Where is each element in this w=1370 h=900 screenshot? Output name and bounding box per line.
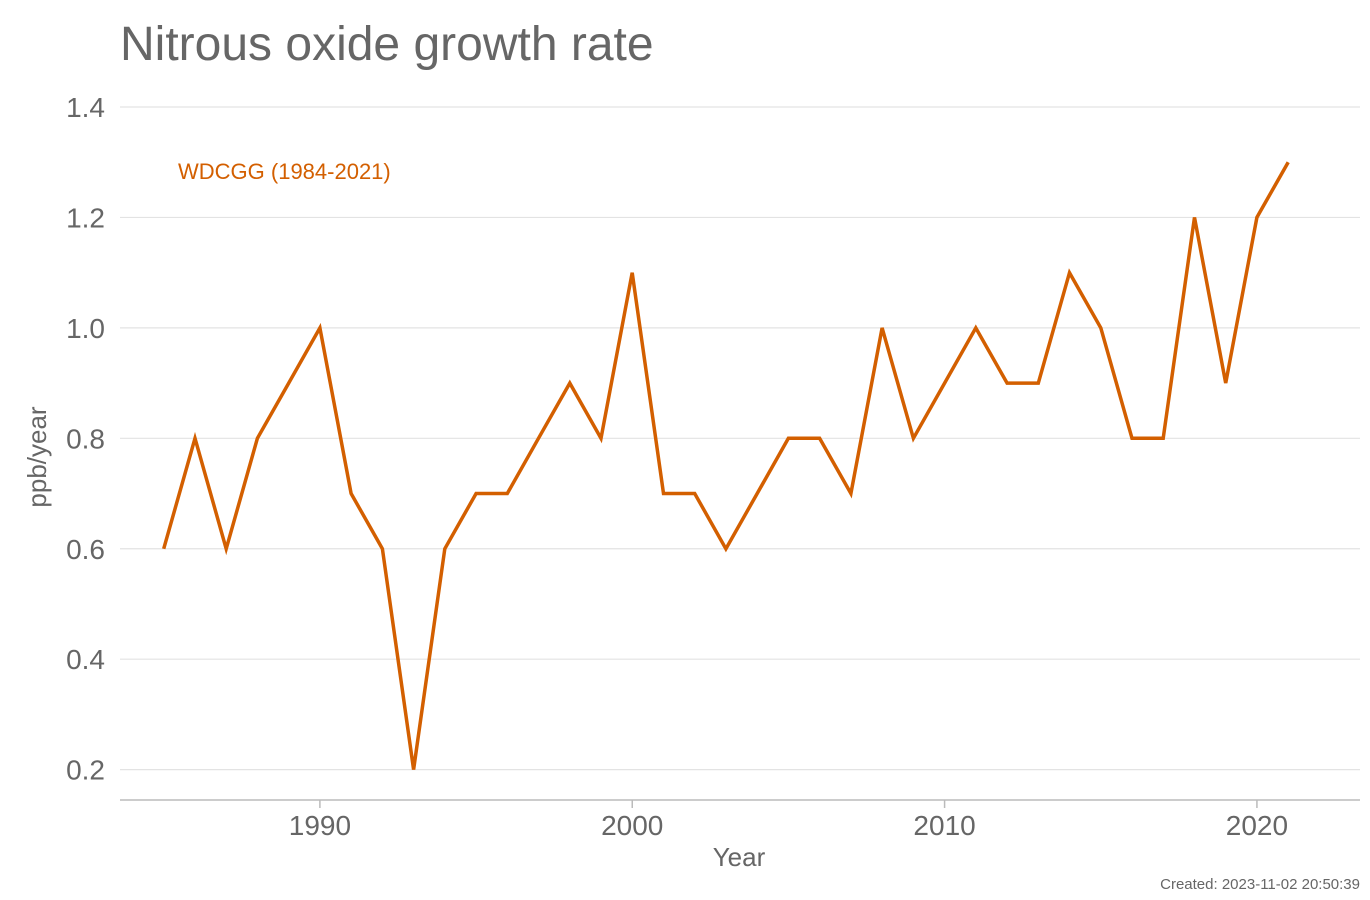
chart-title: Nitrous oxide growth rate [120,18,654,71]
created-timestamp: Created: 2023-11-02 20:50:39 [1160,876,1360,893]
x-axis-label: Year [713,842,766,872]
y-axis-label: ppb/year [22,406,52,508]
legend-series-label: WDCGG (1984-2021) [178,159,391,184]
y-tick-label: 1.0 [66,313,105,344]
y-tick-label: 0.8 [66,423,105,454]
y-tick-label: 1.4 [66,92,105,123]
series-line [162,161,1290,770]
y-tick-label: 1.2 [66,202,105,233]
y-tick-label: 0.4 [66,644,105,675]
gridlines [120,106,1360,771]
y-tick-label: 0.6 [66,534,105,565]
x-tick-label: 2020 [1226,810,1288,841]
x-tick-label: 1990 [289,810,351,841]
series-layer [162,161,1290,770]
y-axis-ticks: 0.2 0.4 0.6 0.8 1.0 1.2 1.4 [66,92,105,786]
x-tick-label: 2010 [913,810,975,841]
x-axis-ticks: 1990 2000 2010 2020 [289,800,1288,841]
y-tick-label: 0.2 [66,755,105,786]
x-tick-label: 2000 [601,810,663,841]
